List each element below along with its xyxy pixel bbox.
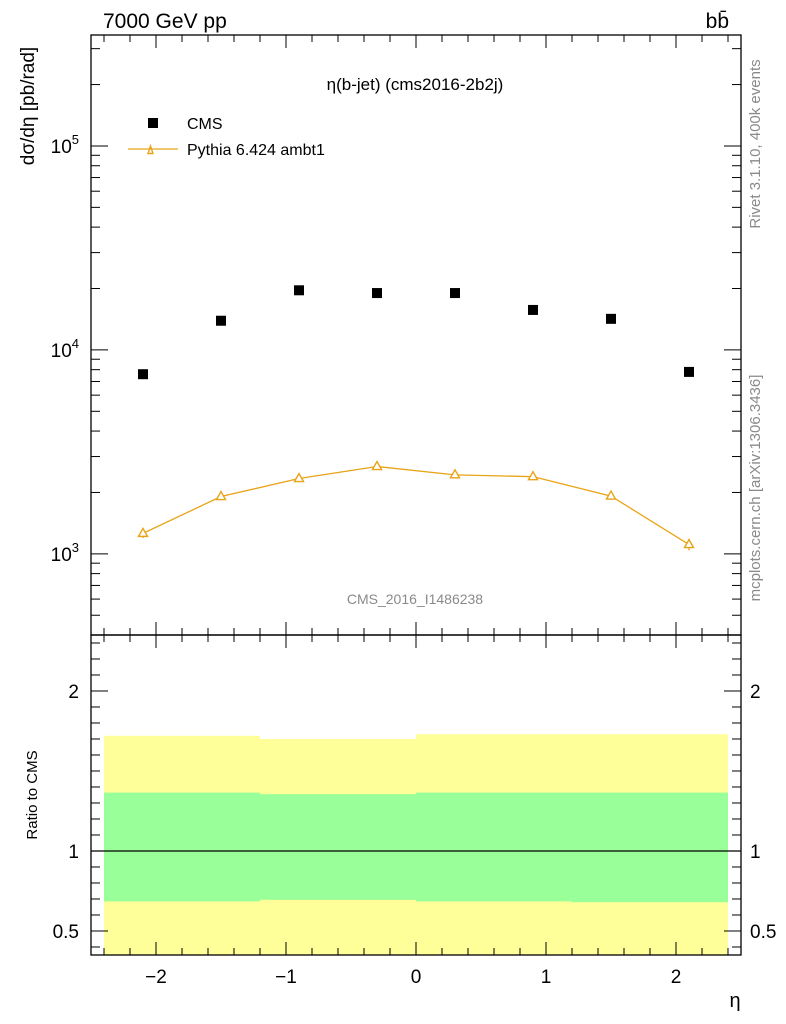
pythia-point: [137, 526, 149, 538]
ratio-y-tick-label-left: 0.5: [53, 922, 79, 943]
ratio-band-inner-bin-3: [572, 792, 728, 903]
pythia-point: [293, 472, 305, 483]
axes-layer: −2 −1 0 1 2 103 104 105 0.5 0.5 1 1 2 2: [51, 34, 776, 988]
ratio-y-tick-label-right: 1: [750, 842, 761, 863]
x-axis-label: η: [729, 990, 740, 1012]
ratio-y-tick-label-right: 0.5: [750, 922, 776, 943]
legend-marker-cms: [148, 118, 158, 128]
cms-point: [294, 285, 304, 296]
ratio-band-inner-bin-2: [416, 792, 572, 902]
header-right: bb̄: [706, 10, 729, 33]
x-tick-label: 1: [541, 967, 552, 988]
legend: CMS Pythia 6.424 ambt1: [128, 116, 325, 159]
cms-point: [138, 369, 148, 380]
x-tick-label: 2: [671, 967, 682, 988]
y-tick-label: 105: [51, 132, 79, 158]
x-tick-label: 0: [411, 967, 422, 988]
ratio-y-tick-label-left: 2: [68, 682, 79, 703]
pythia-line: [142, 465, 690, 546]
legend-marker-pythia: [147, 143, 154, 155]
main-plot-marks: [137, 285, 695, 551]
cms-point: [528, 304, 538, 315]
pythia-point: [371, 460, 383, 471]
legend-label-pythia: Pythia 6.424 ambt1: [187, 142, 325, 159]
cms-point: [606, 313, 616, 324]
legend-label-cms: CMS: [187, 116, 223, 133]
cms-point: [216, 315, 226, 326]
pythia-point: [215, 490, 227, 501]
y-tick-label: 104: [51, 336, 79, 362]
ratio-bands: [91, 734, 741, 955]
pythia-point: [605, 489, 617, 500]
y-tick-label: 103: [51, 540, 79, 566]
ratio-y-tick-label-left: 1: [68, 842, 79, 863]
mcplots-label: mcplots.cern.ch [arXiv:1306.3436]: [747, 375, 764, 602]
x-tick-label: −2: [145, 967, 167, 988]
y-axis-label-ratio: Ratio to CMS: [24, 750, 41, 839]
cms-point: [684, 366, 694, 377]
pythia-point: [527, 470, 539, 481]
watermark-text: CMS_2016_I1486238: [347, 591, 483, 607]
cms-point: [372, 288, 382, 299]
ratio-band-inner-bin-0: [104, 792, 260, 902]
y-axis-label-top: dσ/dη [pb/rad]: [18, 47, 39, 165]
header-left: 7000 GeV pp: [103, 10, 227, 33]
plot-title: η(b-jet) (cms2016-2b2j): [327, 75, 504, 94]
ratio-band-inner-bin-1: [260, 794, 416, 900]
pythia-point: [683, 538, 695, 549]
cms-point: [450, 288, 460, 299]
rivet-label: Rivet 3.1.10, 400k events: [747, 59, 764, 228]
x-tick-label: −1: [275, 967, 297, 988]
ratio-y-tick-label-right: 2: [750, 682, 761, 703]
pythia-point: [449, 468, 461, 479]
